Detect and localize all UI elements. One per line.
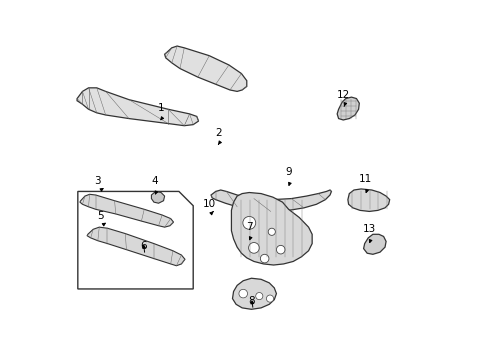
Circle shape	[267, 295, 273, 302]
Circle shape	[243, 216, 256, 229]
Polygon shape	[80, 194, 173, 227]
Circle shape	[276, 246, 285, 254]
Text: 9: 9	[285, 167, 292, 177]
Text: 11: 11	[359, 174, 372, 184]
Circle shape	[260, 254, 269, 263]
Text: 7: 7	[246, 222, 253, 232]
Polygon shape	[77, 88, 198, 126]
Text: 5: 5	[97, 211, 104, 221]
Polygon shape	[151, 192, 165, 203]
Text: 6: 6	[140, 241, 147, 251]
Polygon shape	[231, 193, 312, 265]
Polygon shape	[87, 227, 185, 266]
Polygon shape	[165, 46, 247, 91]
Polygon shape	[232, 278, 276, 309]
Text: 4: 4	[152, 176, 158, 186]
Polygon shape	[211, 190, 331, 211]
Text: 10: 10	[203, 199, 216, 209]
Text: 13: 13	[363, 224, 376, 234]
Text: 12: 12	[337, 90, 350, 100]
Circle shape	[239, 289, 247, 298]
Text: 8: 8	[248, 296, 255, 306]
Text: 2: 2	[215, 128, 221, 138]
Polygon shape	[348, 189, 390, 211]
Polygon shape	[337, 97, 359, 120]
Text: 1: 1	[158, 103, 164, 113]
Circle shape	[248, 243, 259, 253]
Circle shape	[256, 293, 263, 300]
Text: 3: 3	[95, 176, 101, 186]
Polygon shape	[364, 234, 386, 254]
Circle shape	[268, 228, 275, 235]
